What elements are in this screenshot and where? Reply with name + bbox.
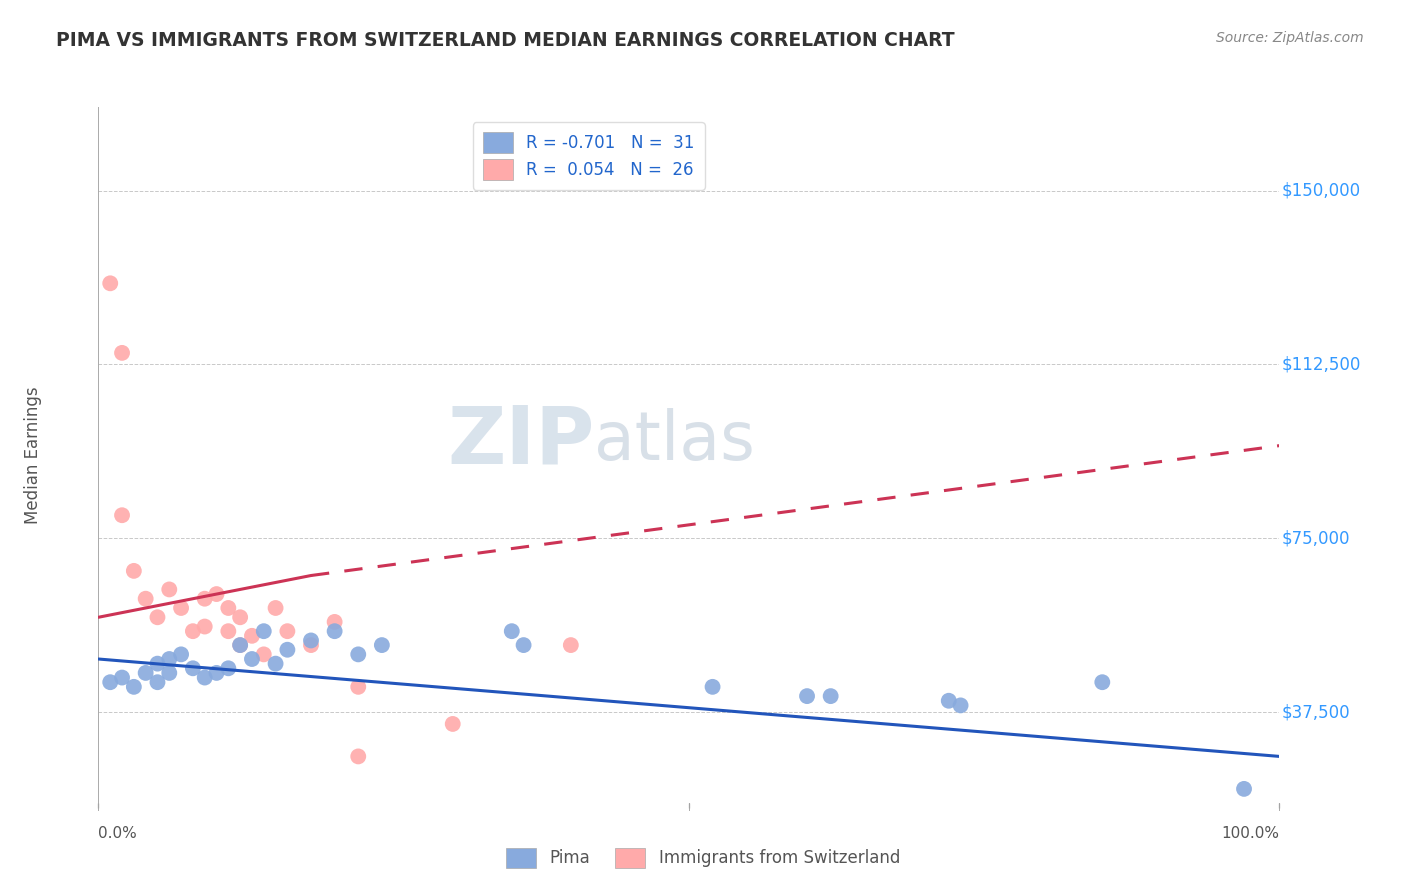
Point [111,508,134,523]
Point [371,638,394,652]
Point [347,749,370,764]
Point [253,624,276,639]
Point [122,564,145,578]
Point [170,648,193,662]
Point [702,680,724,694]
Point [98,675,121,690]
Point [938,694,960,708]
Legend: R = -0.701   N =  31, R =  0.054   N =  26: R = -0.701 N = 31, R = 0.054 N = 26 [472,122,704,190]
Text: $112,500: $112,500 [1282,356,1361,374]
Point [441,717,464,731]
Point [347,648,370,662]
Point [194,591,217,606]
Text: $75,000: $75,000 [1282,530,1350,548]
Point [276,624,298,639]
Point [253,648,276,662]
Point [146,675,169,690]
Text: $150,000: $150,000 [1282,182,1361,200]
Point [323,615,346,629]
Point [111,671,134,685]
Point [1233,781,1256,796]
Point [170,601,193,615]
Point [347,680,370,694]
Point [157,665,180,680]
Point [229,638,252,652]
Point [135,665,157,680]
Point [111,346,134,360]
Point [512,638,534,652]
Point [205,587,228,601]
Point [217,601,239,615]
Point [229,610,252,624]
Point [181,661,204,675]
Point [299,633,322,648]
Text: 0.0%: 0.0% [98,826,138,841]
Text: Median Earnings: Median Earnings [24,386,42,524]
Point [146,657,169,671]
Point [146,610,169,624]
Point [501,624,523,639]
Point [205,665,228,680]
Point [949,698,972,713]
Text: ZIP: ZIP [447,402,595,480]
Point [98,277,121,291]
Point [276,642,298,657]
Text: Source: ZipAtlas.com: Source: ZipAtlas.com [1216,31,1364,45]
Point [229,638,252,652]
Point [157,582,180,597]
Point [264,657,287,671]
Point [157,652,180,666]
Point [796,689,818,703]
Point [217,661,239,675]
Point [323,624,346,639]
Point [299,638,322,652]
Text: PIMA VS IMMIGRANTS FROM SWITZERLAND MEDIAN EARNINGS CORRELATION CHART: PIMA VS IMMIGRANTS FROM SWITZERLAND MEDI… [56,31,955,50]
Text: atlas: atlas [595,408,755,474]
Point [1091,675,1114,690]
Point [135,591,157,606]
Text: 100.0%: 100.0% [1222,826,1279,841]
Point [194,619,217,633]
Point [240,629,263,643]
Point [560,638,582,652]
Legend: Pima, Immigrants from Switzerland: Pima, Immigrants from Switzerland [499,841,907,875]
Point [181,624,204,639]
Point [122,680,145,694]
Text: $37,500: $37,500 [1282,704,1350,722]
Point [240,652,263,666]
Point [217,624,239,639]
Point [264,601,287,615]
Point [820,689,842,703]
Point [194,671,217,685]
